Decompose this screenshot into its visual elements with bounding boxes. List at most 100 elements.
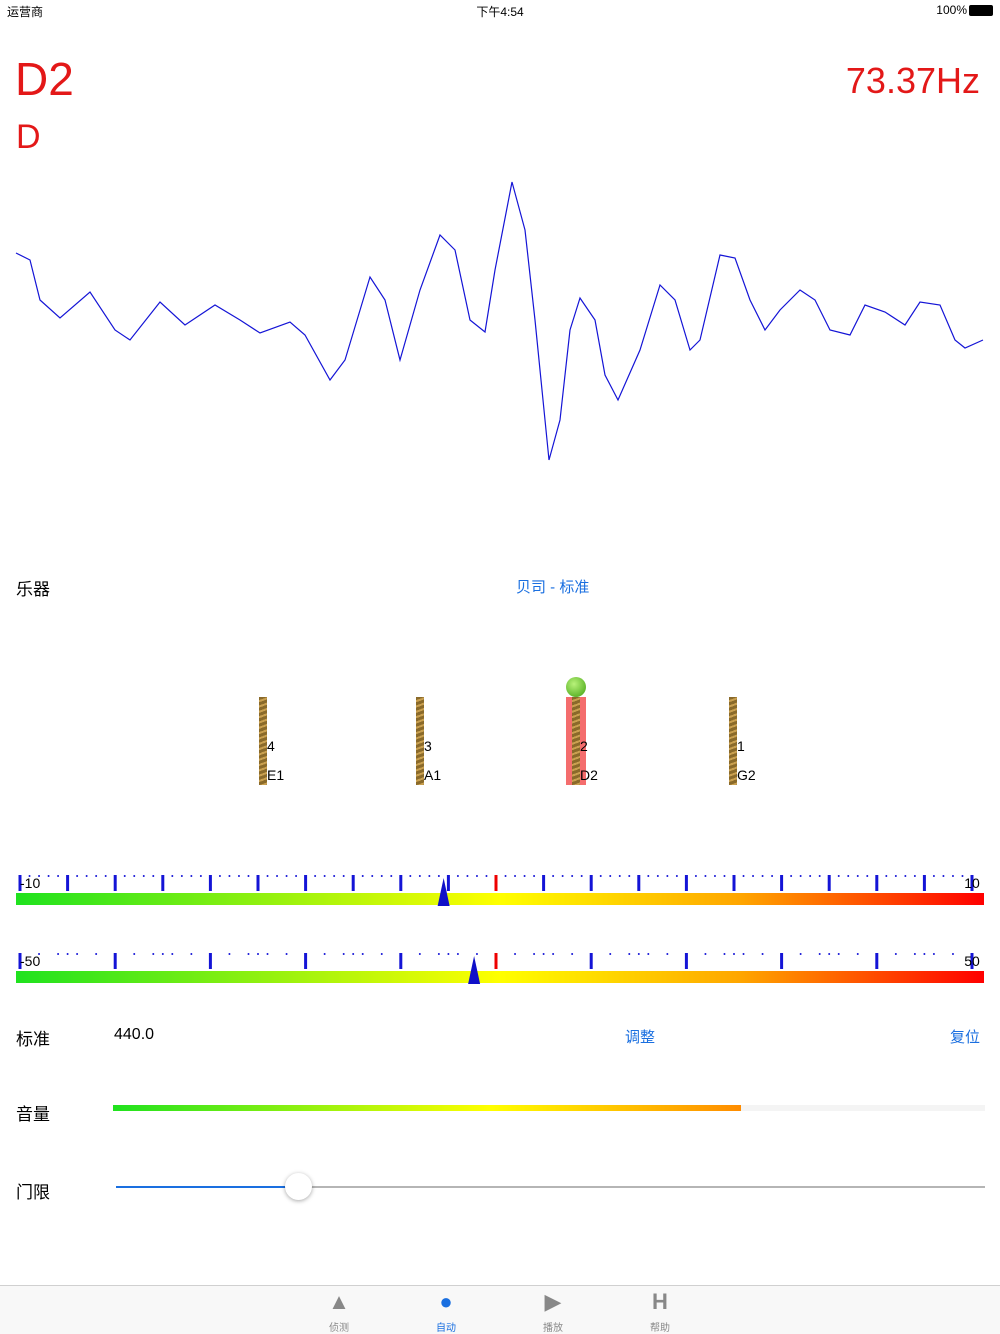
meter-dot <box>47 875 50 877</box>
note-name: D2 <box>15 53 74 105</box>
meter-dot <box>171 953 174 955</box>
meter-dot <box>514 875 517 877</box>
meter-dot <box>951 953 954 955</box>
meter-dot <box>428 875 431 877</box>
meter-dot <box>704 875 707 877</box>
meter-dot <box>142 875 145 877</box>
meter-dot <box>66 953 69 955</box>
threshold-track[interactable] <box>116 1173 985 1200</box>
meter-dot <box>904 875 907 877</box>
meter-dot <box>866 875 869 877</box>
meter-dot <box>837 953 840 955</box>
meter-dot <box>95 875 98 877</box>
tab-label[interactable]: 播放 <box>543 1323 563 1334</box>
meter-dot <box>38 875 41 877</box>
battery-icon <box>969 5 993 16</box>
tab-label[interactable]: 侦测 <box>329 1323 349 1334</box>
meter-dot <box>913 953 916 955</box>
meter-dot <box>180 875 183 877</box>
meter-dot <box>285 953 288 955</box>
meter-dot <box>437 875 440 877</box>
meter-dot <box>418 875 421 877</box>
meter-dot <box>694 875 697 877</box>
meter-dot <box>894 953 897 955</box>
meter-dot <box>571 953 574 955</box>
string <box>259 697 267 785</box>
meter-dot <box>628 875 631 877</box>
meter-dot <box>218 875 221 877</box>
meter-dot <box>628 953 631 955</box>
meter-dot <box>475 875 478 877</box>
meter-dot <box>295 875 298 877</box>
tab-icon[interactable]: ● <box>439 1289 453 1314</box>
volume-label: 音量 <box>16 1105 50 1124</box>
meter-dot <box>152 875 155 877</box>
meter-dot <box>323 875 326 877</box>
meter-dot <box>742 875 745 877</box>
tab-icon[interactable]: H <box>652 1289 668 1314</box>
reset-button[interactable]: 复位 <box>950 1029 981 1046</box>
meter-dot <box>76 953 79 955</box>
meter-dot <box>409 875 412 877</box>
meter-dot <box>942 875 945 877</box>
waveform <box>15 181 984 461</box>
meter-dot <box>133 875 136 877</box>
frequency: 73.37Hz <box>845 60 980 101</box>
meter-dot <box>247 953 250 955</box>
meter-pointer <box>437 878 450 906</box>
instrument-value[interactable]: 贝司 - 标准 <box>516 579 590 596</box>
meter-dot <box>799 875 802 877</box>
meter-bar <box>16 971 984 983</box>
meter-min-label: -50 <box>20 953 40 969</box>
meter-dot <box>818 953 821 955</box>
meter-dot <box>76 875 79 877</box>
meter-dot <box>380 953 383 955</box>
meter-dot <box>57 875 60 877</box>
meter-dot <box>352 953 355 955</box>
meter-dot <box>504 875 507 877</box>
meter-dot <box>333 875 336 877</box>
meter-dot <box>237 875 240 877</box>
tab-label[interactable]: 帮助 <box>650 1323 670 1334</box>
meter-dot <box>894 875 897 877</box>
meter-dot <box>456 875 459 877</box>
meter-dot <box>266 953 269 955</box>
meter-dot <box>171 875 174 877</box>
threshold-label: 门限 <box>16 1183 50 1202</box>
meter-dot <box>437 953 440 955</box>
meter-dot <box>847 875 850 877</box>
meter-dot <box>666 953 669 955</box>
meter-dot <box>799 953 802 955</box>
meter-dot <box>466 875 469 877</box>
meter-dot <box>552 953 555 955</box>
meter-dot <box>380 875 383 877</box>
tab-icon[interactable]: ▶ <box>544 1289 562 1314</box>
string-note: A1 <box>424 767 442 783</box>
meter-dot <box>666 875 669 877</box>
meter-dot <box>752 875 755 877</box>
meter-dot <box>561 875 564 877</box>
meter-dot <box>675 875 678 877</box>
string-number: 2 <box>580 738 588 754</box>
meter-dot <box>247 875 250 877</box>
meter-pointer <box>468 956 481 984</box>
meter-dot <box>961 875 964 877</box>
meter-dot <box>733 953 735 955</box>
wave-line <box>15 181 984 461</box>
meter-dot <box>723 875 726 877</box>
string-note: E1 <box>267 767 285 783</box>
meter-dot <box>190 953 193 955</box>
meter-max-label: 10 <box>964 875 980 891</box>
adjust-button[interactable]: 调整 <box>625 1029 656 1046</box>
threshold-thumb[interactable] <box>285 1173 313 1200</box>
meter-max-label: 50 <box>964 953 980 969</box>
tab-icon[interactable]: ▲ <box>328 1289 350 1314</box>
meter-dot <box>647 953 650 955</box>
tab-label[interactable]: 自动 <box>436 1323 456 1334</box>
meter-dot <box>418 953 421 955</box>
meter-dot <box>228 953 231 955</box>
threshold-fill <box>116 1186 299 1188</box>
meter-dot <box>837 875 840 877</box>
meter-dot <box>485 875 488 877</box>
meter-dot <box>276 875 279 877</box>
